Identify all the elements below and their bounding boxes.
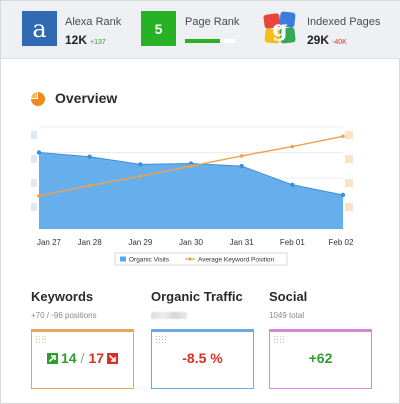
alexa-rank-metric[interactable]: a Alexa Rank 12K +137 bbox=[1, 1, 133, 59]
keywords-separator: / bbox=[80, 350, 85, 366]
left-axis-marker bbox=[31, 155, 37, 163]
legend-organic-visits-swatch bbox=[120, 256, 126, 262]
arrow-up-right-icon bbox=[46, 352, 58, 364]
left-axis-marker bbox=[31, 179, 37, 187]
overview-title: Overview bbox=[55, 90, 118, 106]
pie-chart-icon bbox=[31, 92, 45, 106]
indexed-pages-delta: -40K bbox=[332, 39, 347, 46]
dot-pattern-icon bbox=[35, 335, 47, 345]
alexa-rank-value: 12K bbox=[65, 33, 88, 47]
keyword-position-point bbox=[189, 164, 193, 168]
social-section: Social 1049 total +62 bbox=[269, 289, 372, 389]
indexed-pages-label: Indexed Pages bbox=[307, 16, 381, 28]
keyword-position-point bbox=[341, 134, 345, 139]
organic-visits-area bbox=[39, 152, 343, 229]
x-tick-label: Feb 02 bbox=[329, 238, 354, 247]
svg-text:g: g bbox=[272, 16, 287, 42]
organic-visits-point bbox=[138, 162, 143, 167]
indexed-pages-value-row: 29K -40K bbox=[307, 33, 347, 47]
organic-visits-point bbox=[188, 161, 194, 166]
keywords-values: 14 / 17 bbox=[32, 350, 133, 366]
keywords-title: Keywords bbox=[31, 289, 94, 304]
overview-chart: Jan 27 Jan 28 Jan 29 Jan 30 Jan 31 Feb 01 Feb … bbox=[31, 126, 354, 266]
indexed-pages-metric[interactable]: g Indexed Pages 29K -40K bbox=[255, 1, 400, 59]
keyword-position-point bbox=[290, 144, 295, 149]
metrics-bar: a Alexa Rank 12K +137 5 Page Rank g bbox=[1, 1, 400, 59]
chart-legend bbox=[114, 252, 288, 266]
organic-visits-point bbox=[340, 192, 346, 198]
keywords-up-value: 14 bbox=[60, 350, 77, 366]
page-rank-metric[interactable]: 5 Page Rank bbox=[133, 1, 255, 59]
dot-pattern-icon bbox=[273, 335, 285, 345]
social-title: Social bbox=[269, 289, 308, 304]
x-tick-label: Jan 30 bbox=[179, 238, 204, 247]
organic-traffic-card[interactable]: -8.5 % bbox=[151, 329, 254, 389]
keyword-position-point bbox=[87, 183, 92, 188]
keyword-position-point bbox=[37, 194, 41, 198]
legend-keyword-position-label: Average Keyword Position bbox=[198, 257, 275, 264]
google-logo-icon: g bbox=[261, 9, 299, 47]
left-axis-marker bbox=[31, 131, 37, 139]
right-axis-marker bbox=[345, 203, 353, 211]
social-card[interactable]: +62 bbox=[269, 329, 372, 389]
page-rank-label: Page Rank bbox=[185, 16, 240, 28]
alexa-a-icon: a bbox=[22, 11, 57, 46]
organic-visits-point bbox=[290, 182, 295, 187]
organic-traffic-title: Organic Traffic bbox=[151, 289, 243, 304]
indexed-pages-value: 29K bbox=[307, 33, 330, 47]
alexa-rank-label: Alexa Rank bbox=[65, 16, 122, 28]
x-tick-label: Jan 28 bbox=[78, 238, 103, 247]
page-rank-bar bbox=[185, 39, 235, 43]
keywords-card[interactable]: 14 / 17 bbox=[31, 329, 134, 389]
organic-visits-point bbox=[87, 154, 92, 159]
legend-organic-visits-label: Organic Visits bbox=[129, 257, 170, 264]
organic-visits-point bbox=[36, 150, 42, 155]
x-tick-label: Jan 31 bbox=[230, 238, 255, 247]
organic-traffic-subtitle bbox=[151, 311, 243, 321]
dot-pattern-icon bbox=[155, 335, 167, 345]
arrow-down-right-icon bbox=[107, 352, 119, 364]
alexa-rank-value-row: 12K +137 bbox=[65, 33, 106, 47]
social-value: +62 bbox=[308, 350, 333, 366]
x-tick-label: Jan 29 bbox=[128, 238, 153, 247]
keyword-position-point bbox=[138, 174, 143, 179]
left-axis-marker bbox=[31, 203, 37, 211]
pagerank-badge-icon: 5 bbox=[141, 11, 176, 46]
right-axis-marker bbox=[345, 155, 353, 163]
page-rank-value: 5 bbox=[154, 20, 163, 37]
keywords-section: Keywords +70 / -96 positions 14 / 17 bbox=[31, 289, 134, 389]
right-axis-marker bbox=[345, 131, 353, 139]
x-tick-label: Jan 27 bbox=[37, 238, 62, 247]
keywords-down-value: 17 bbox=[88, 350, 105, 366]
keywords-subtitle: +70 / -96 positions bbox=[31, 311, 97, 320]
alexa-rank-delta: +137 bbox=[90, 39, 106, 46]
blurred-subtitle bbox=[151, 312, 187, 319]
page-rank-bar-fill bbox=[185, 39, 220, 43]
alexa-glyph: a bbox=[32, 14, 47, 43]
x-tick-label: Feb 01 bbox=[280, 238, 305, 247]
organic-visits-point bbox=[239, 163, 244, 169]
social-subtitle: 1049 total bbox=[269, 311, 305, 320]
keyword-position-point bbox=[239, 154, 244, 158]
organic-traffic-value: -8.5 % bbox=[182, 350, 223, 366]
organic-traffic-section: Organic Traffic -8.5 % bbox=[151, 289, 254, 389]
legend-keyword-position-marker bbox=[188, 257, 192, 261]
right-axis-marker bbox=[345, 179, 353, 187]
